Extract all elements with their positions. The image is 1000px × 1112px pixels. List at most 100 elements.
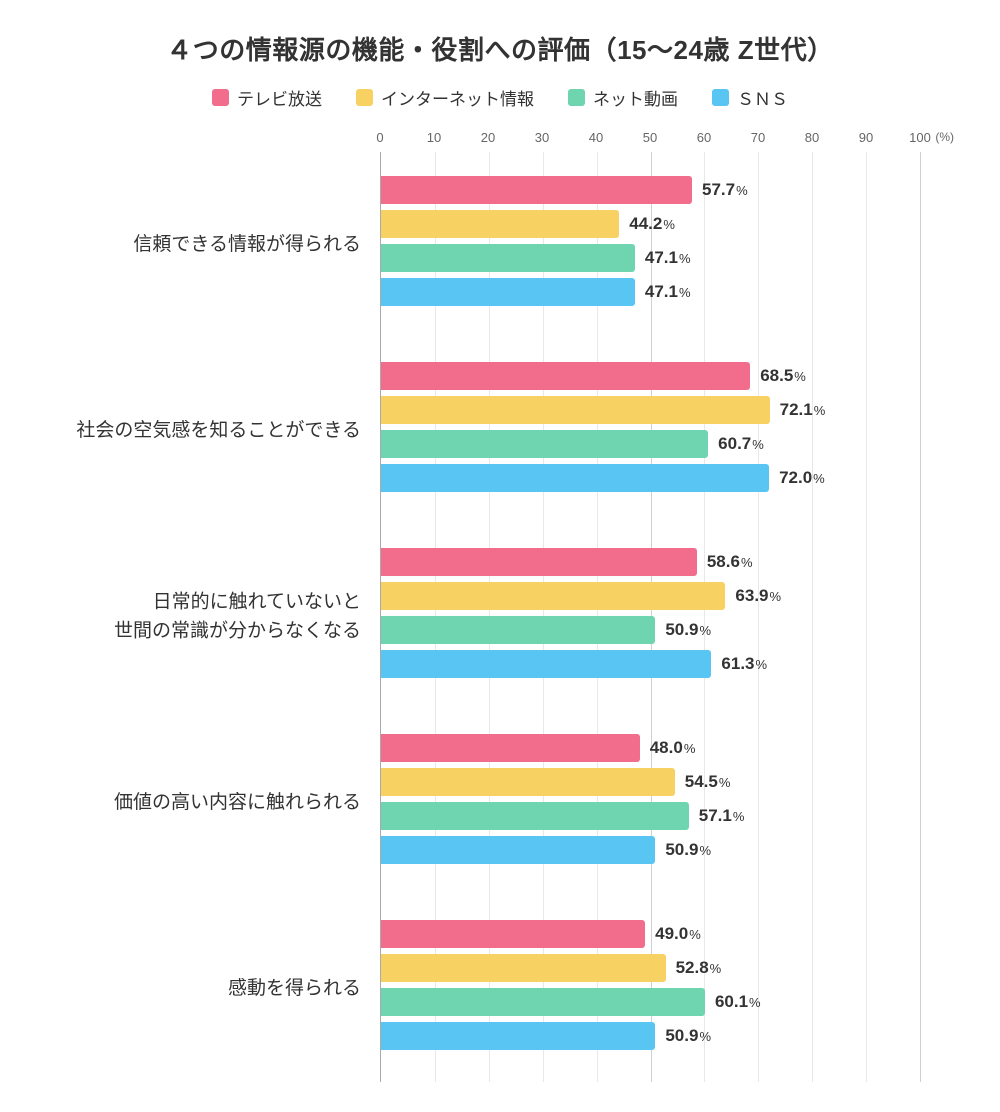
bar-value-label: 50.9% [665,840,711,860]
legend-swatch [356,89,373,106]
bar-value-label: 57.7% [702,180,748,200]
bar-row: 50.9% [381,616,920,644]
bar [381,768,675,796]
chart-area: (%) 0 10 20 30 40 50 60 70 80 90 100 信頼できる情報が得られる 5… [40,130,960,1082]
category-label: 日常的に触れていないと世間の常識が分からなくなる [41,589,361,646]
gridline [920,152,921,1082]
bar-value-label: 50.9% [665,620,711,640]
bar-value-label: 50.9% [665,1026,711,1046]
bar-value-label: 57.1% [699,806,745,826]
bar-row: 60.1% [381,988,920,1016]
bar-value-label: 68.5% [760,366,806,386]
bar-row: 47.1% [381,244,920,272]
unit-label: (%) [935,130,954,144]
category-group: 信頼できる情報が得られる57.7%44.2%47.1%47.1% [381,152,920,338]
category-label: 信頼できる情報が得られる [41,231,361,260]
category-label: 社会の空気感を知ることができる [41,417,361,446]
legend-label: ＳＮＳ [737,85,788,110]
legend-swatch [212,89,229,106]
legend-item: ネット動画 [568,85,678,110]
bar [381,278,635,306]
bar-row: 60.7% [381,430,920,458]
bar-row: 58.6% [381,548,920,576]
bar [381,1022,655,1050]
bar-row: 72.0% [381,464,920,492]
plot-area: 信頼できる情報が得られる57.7%44.2%47.1%47.1%社会の空気感を知… [380,152,920,1082]
x-tick-label: 60 [697,130,711,145]
bar [381,548,697,576]
legend-item: インターネット情報 [356,85,534,110]
legend-swatch [568,89,585,106]
bar-value-label: 61.3% [721,654,767,674]
bar [381,430,708,458]
bar-row: 49.0% [381,920,920,948]
x-tick-label: 50 [643,130,657,145]
legend-item: ＳＮＳ [712,85,788,110]
x-tick-label: 0 [376,130,383,145]
bar-row: 72.1% [381,396,920,424]
x-tick-label: 70 [751,130,765,145]
bar-value-label: 52.8% [676,958,722,978]
x-tick-label: 20 [481,130,495,145]
bar [381,396,770,424]
bar-row: 47.1% [381,278,920,306]
bar [381,244,635,272]
bar-value-label: 63.9% [735,586,781,606]
bar-row: 54.5% [381,768,920,796]
category-group: 日常的に触れていないと世間の常識が分からなくなる58.6%63.9%50.9%6… [381,524,920,710]
bar [381,582,725,610]
bar [381,362,750,390]
x-tick-label: 30 [535,130,549,145]
bar [381,650,711,678]
bar [381,616,655,644]
bar-row: 68.5% [381,362,920,390]
bar [381,734,640,762]
bar [381,464,769,492]
bar-value-label: 47.1% [645,282,691,302]
bar [381,836,655,864]
category-label: 価値の高い内容に触れられる [41,789,361,818]
bar [381,988,705,1016]
bar-row: 57.7% [381,176,920,204]
x-tick-label: 90 [859,130,873,145]
bar-value-label: 72.0% [779,468,825,488]
bar-row: 63.9% [381,582,920,610]
bar-value-label: 60.1% [715,992,761,1012]
x-tick-label: 100 [909,130,931,145]
bar-row: 61.3% [381,650,920,678]
bar [381,210,619,238]
bar-row: 57.1% [381,802,920,830]
bar [381,176,692,204]
bar-value-label: 49.0% [655,924,701,944]
legend-label: ネット動画 [593,85,678,110]
bar-row: 50.9% [381,1022,920,1050]
x-tick-label: 10 [427,130,441,145]
legend-item: テレビ放送 [212,85,322,110]
category-group: 社会の空気感を知ることができる68.5%72.1%60.7%72.0% [381,338,920,524]
x-axis-labels: (%) 0102030405060708090100 [380,130,920,152]
bar [381,920,645,948]
x-tick-label: 80 [805,130,819,145]
bar [381,954,666,982]
bar-value-label: 72.1% [780,400,826,420]
bar-row: 48.0% [381,734,920,762]
bar-value-label: 60.7% [718,434,764,454]
bar-value-label: 58.6% [707,552,753,572]
bar-value-label: 54.5% [685,772,731,792]
category-label: 感動を得られる [41,975,361,1004]
bar-row: 44.2% [381,210,920,238]
category-group: 価値の高い内容に触れられる48.0%54.5%57.1%50.9% [381,710,920,896]
bar [381,802,689,830]
bar-row: 50.9% [381,836,920,864]
legend-label: テレビ放送 [237,85,322,110]
bar-value-label: 48.0% [650,738,696,758]
category-group: 感動を得られる49.0%52.8%60.1%50.9% [381,896,920,1082]
legend-swatch [712,89,729,106]
x-tick-label: 40 [589,130,603,145]
legend: テレビ放送 インターネット情報 ネット動画 ＳＮＳ [40,85,960,110]
legend-label: インターネット情報 [381,85,534,110]
bar-value-label: 47.1% [645,248,691,268]
bar-row: 52.8% [381,954,920,982]
chart-title: ４つの情報源の機能・役割への評価（15～24歳 Z世代） [40,30,960,67]
bar-value-label: 44.2% [629,214,675,234]
